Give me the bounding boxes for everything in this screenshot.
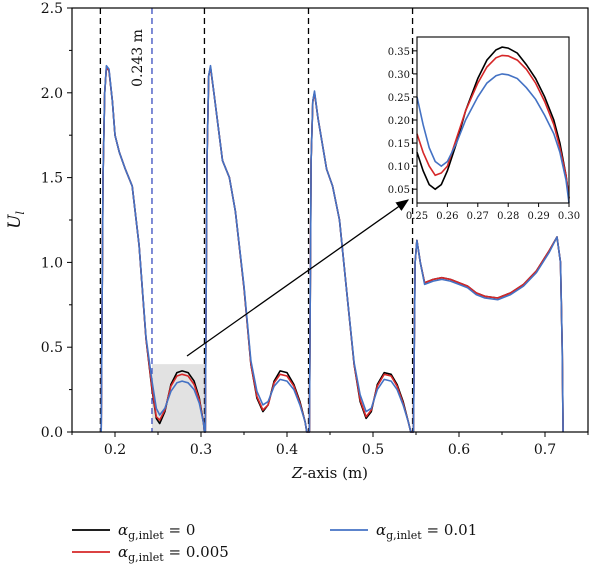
y-axis-title: Ul xyxy=(5,211,27,229)
legend-subscript: g,inlet xyxy=(128,529,164,542)
legend-value: = 0.01 xyxy=(422,521,478,539)
inset-x-tick-label: 0.29 xyxy=(527,211,549,222)
inset-y-tick-label: 0.05 xyxy=(388,185,410,196)
inset-series-line-2 xyxy=(416,73,570,204)
inset-x-tick-label: 0.25 xyxy=(406,211,428,222)
inset-y-tick-label: 0.20 xyxy=(388,116,410,127)
y-tick-label: 2.5 xyxy=(41,1,63,17)
inset-x-tick-label: 0.28 xyxy=(497,211,519,222)
x-axis-title-rest: -axis (m) xyxy=(302,464,368,482)
inset-x-tick-label: 0.27 xyxy=(467,211,489,222)
legend-subscript: g,inlet xyxy=(128,551,164,564)
legend-alpha: α xyxy=(118,543,128,561)
y-tick-label: 0.5 xyxy=(41,340,63,356)
x-tick-label: 0.3 xyxy=(190,442,212,458)
legend-alpha: α xyxy=(118,521,128,539)
x-tick-label: 0.7 xyxy=(534,442,556,458)
series-line-2 xyxy=(100,64,564,433)
legend-entry-0: αg,inlet = 0 xyxy=(118,521,195,542)
inset-y-tick-label: 0.25 xyxy=(388,93,410,104)
inset-x-tick-label: 0.26 xyxy=(436,211,458,222)
x-axis-title: Z-axis (m) xyxy=(291,464,368,482)
inset-series-line-1 xyxy=(416,54,570,199)
axes-layer: 0.2 0.3 0.4 0.5 0.6 0.7 0.0 0.5 1.0 1.5 2.0 2.5 Z-ax… xyxy=(5,1,589,482)
y-tick-label: 2.0 xyxy=(41,86,63,102)
y-axis-title-main: U xyxy=(5,214,25,229)
x-tick-label: 0.6 xyxy=(448,442,470,458)
inset-y-tick-label: 0.30 xyxy=(388,70,410,81)
inset-y-tick-label: 0.35 xyxy=(388,47,410,58)
series-layer xyxy=(100,64,564,433)
zoom-arrow xyxy=(186,199,410,357)
inset-layer: 0.25 0.26 0.27 0.28 0.29 0.30 0.05 0.10 0.15 0.20… xyxy=(388,36,580,222)
y-axis-title-sub: l xyxy=(14,211,27,215)
legend-alpha: α xyxy=(376,521,386,539)
inset-series-line-0 xyxy=(416,46,570,199)
dashed-guide-layer xyxy=(99,8,414,432)
legend-value: = 0 xyxy=(164,521,196,539)
inset-x-tick-label: 0.30 xyxy=(558,211,580,222)
legend-entry-2: αg,inlet = 0.01 xyxy=(376,521,477,542)
legend-value: = 0.005 xyxy=(164,543,229,561)
legend-entry-1: αg,inlet = 0.005 xyxy=(118,543,229,564)
x-tick-label: 0.4 xyxy=(276,442,298,458)
y-tick-label: 1.0 xyxy=(41,255,63,271)
x-axis-title-italic: Z xyxy=(291,464,303,482)
annotation-label: 0.243 m xyxy=(130,29,146,87)
inset-y-tick-label: 0.15 xyxy=(388,139,410,150)
inset-y-tick-label: 0.10 xyxy=(388,162,410,173)
inset-background xyxy=(417,37,569,203)
y-tick-label: 0.0 xyxy=(41,425,63,441)
x-tick-label: 0.5 xyxy=(362,442,384,458)
legend-subscript: g,inlet xyxy=(386,529,422,542)
y-tick-label: 1.5 xyxy=(41,171,63,187)
annotation-layer: 0.243 m xyxy=(130,29,410,357)
x-tick-label: 0.2 xyxy=(104,442,126,458)
